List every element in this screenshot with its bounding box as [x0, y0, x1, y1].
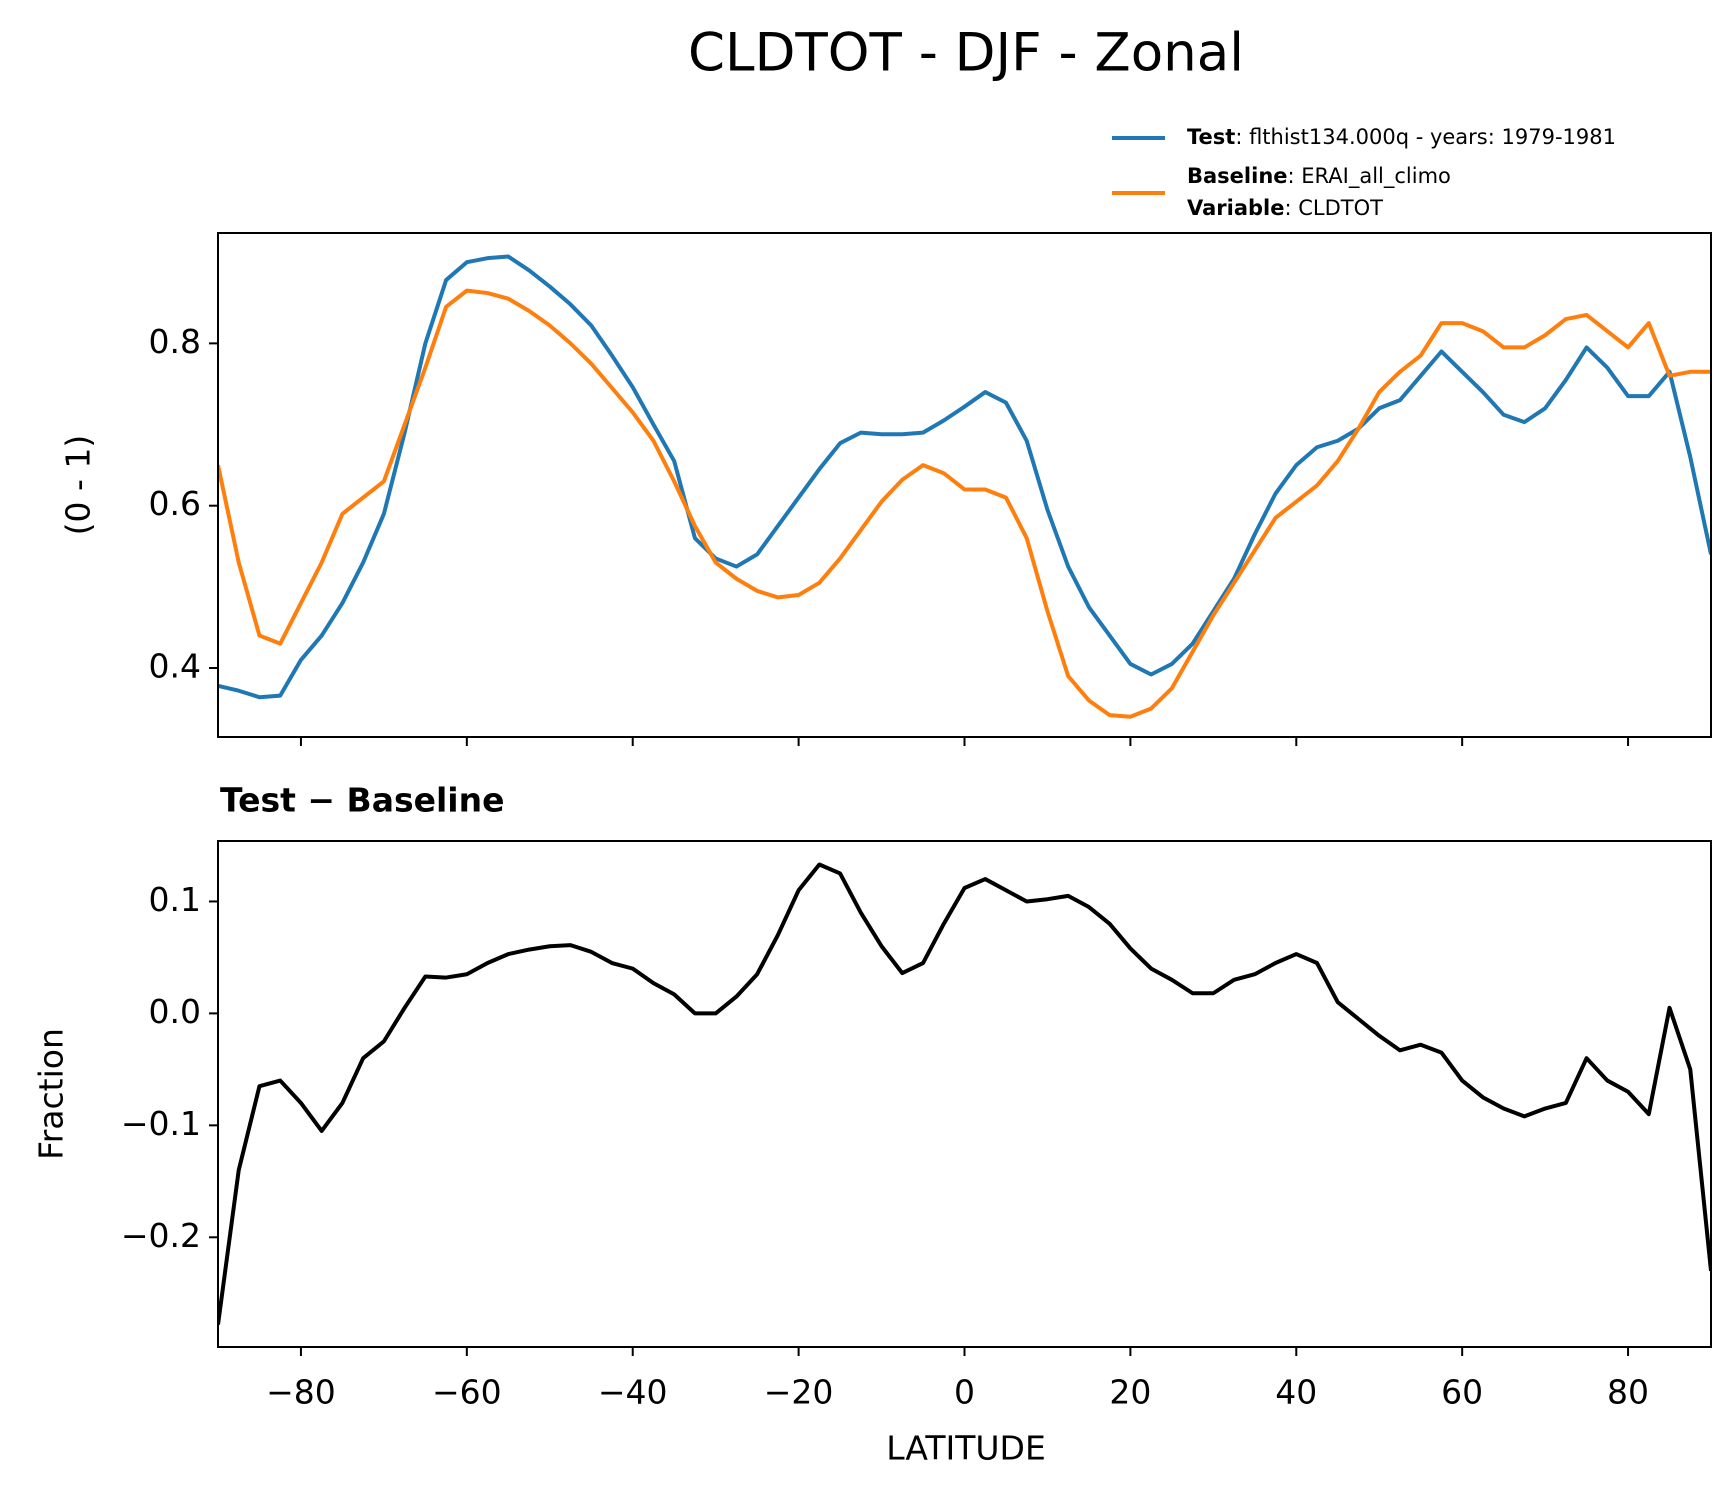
- legend-name: Test: [1187, 125, 1235, 149]
- x-tick-label: −80: [266, 1373, 336, 1412]
- x-axis-label: LATITUDE: [886, 1429, 1046, 1468]
- y-axis-label: (0 - 1): [59, 435, 98, 536]
- legend-description: : CLDTOT: [1284, 196, 1383, 220]
- y-tick-label: 0.4: [149, 647, 201, 686]
- x-tick-label: 60: [1441, 1373, 1483, 1412]
- legend-entry: Variable: CLDTOT: [1187, 196, 1383, 220]
- axes-frame: [217, 232, 1712, 738]
- legend-description: : ERAI_all_climo: [1288, 164, 1451, 189]
- x-tick-label: 40: [1275, 1373, 1317, 1412]
- y-tick-label: 0.6: [149, 484, 201, 523]
- y-tick-label: −0.1: [121, 1104, 201, 1143]
- legend-name: Variable: [1187, 196, 1284, 220]
- figure-title: CLDTOT - DJF - Zonal: [688, 23, 1244, 84]
- data-line: [218, 862, 1711, 1325]
- x-tick-label: −40: [598, 1373, 668, 1412]
- legend-entry: Baseline: ERAI_all_climo: [1187, 164, 1451, 189]
- x-tick-label: −60: [432, 1373, 502, 1412]
- x-tick-label: −20: [764, 1373, 834, 1412]
- data-line: [218, 254, 1711, 700]
- subplot-title: Test − Baseline: [220, 781, 505, 820]
- axes-frame: [217, 840, 1712, 1348]
- y-axis-label: Fraction: [32, 1028, 71, 1160]
- y-tick-label: 0.8: [149, 322, 201, 361]
- legend-name: Baseline: [1187, 164, 1288, 188]
- x-tick-label: 80: [1607, 1373, 1649, 1412]
- legend-entry: Test: flthist134.000q - years: 1979-1981: [1187, 125, 1616, 149]
- y-tick-label: −0.2: [121, 1216, 201, 1255]
- x-tick-label: 20: [1109, 1373, 1151, 1412]
- legend-description: : flthist134.000q - years: 1979-1981: [1235, 125, 1616, 149]
- y-tick-label: 0.0: [149, 992, 201, 1031]
- y-tick-label: 0.1: [149, 880, 201, 919]
- x-tick-label: 0: [954, 1373, 975, 1412]
- data-line: [218, 288, 1711, 719]
